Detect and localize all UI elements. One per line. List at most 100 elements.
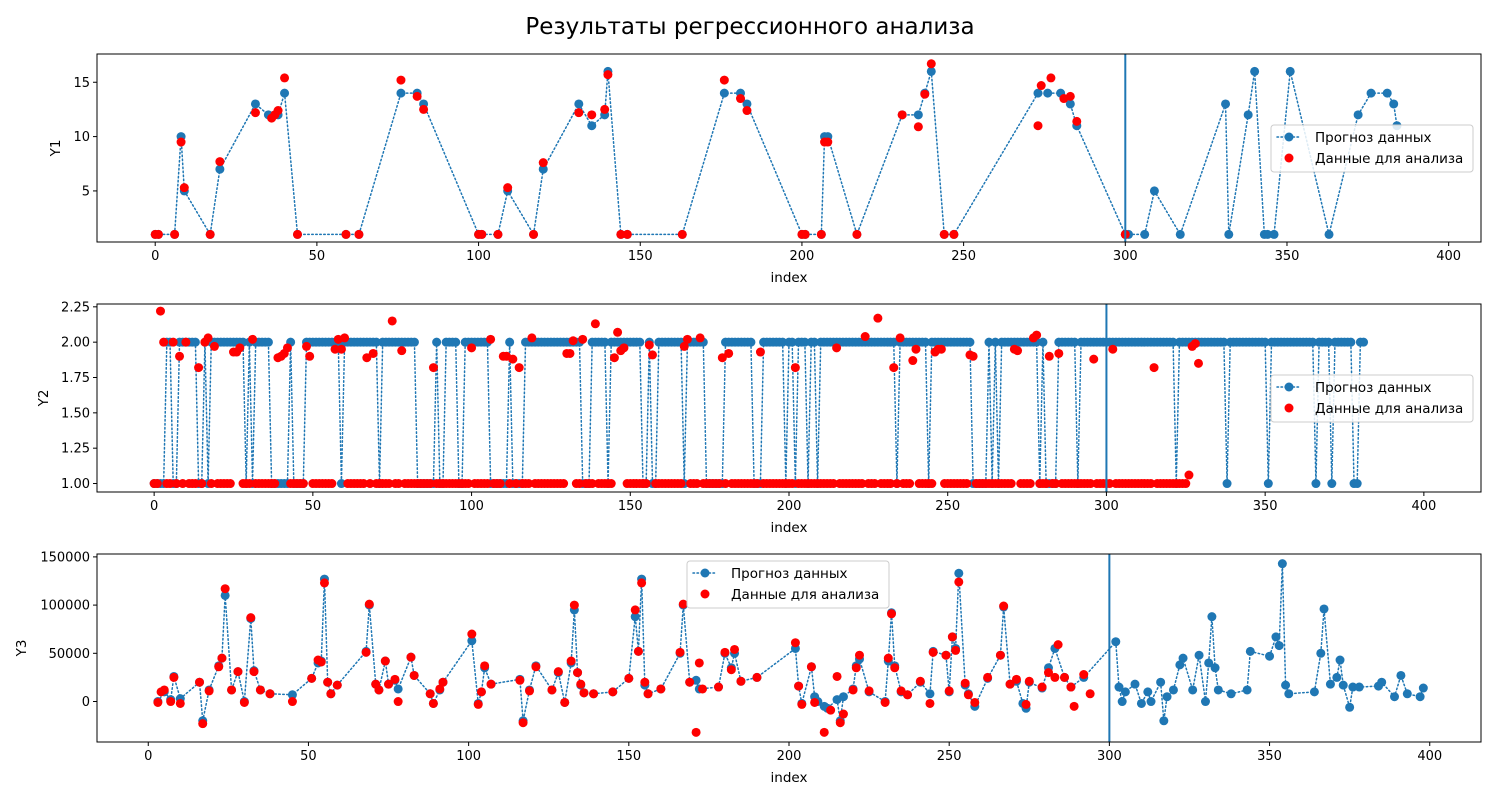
data-point [396,75,406,85]
data-point [1006,479,1016,489]
data-point [316,657,326,667]
data-point [1224,229,1234,239]
data-point [425,479,435,489]
data-point [365,479,375,489]
data-point [390,674,400,684]
data-point [928,647,938,657]
data-point [619,343,629,353]
data-point [970,697,980,707]
data-point [263,337,273,347]
data-point [870,479,880,489]
data-point [1415,692,1425,702]
data-point [255,685,265,695]
data-point [220,590,230,600]
legend-label: Прогноз данных [1315,380,1432,396]
data-point [1072,116,1082,126]
data-point [1089,354,1099,364]
data-point [384,479,394,489]
data-point [637,578,647,588]
x-tick-label: 200 [790,249,815,264]
x-tick-label: 200 [777,749,802,764]
y-tick-label: 150000 [40,550,90,565]
data-point [717,353,727,363]
data-point [168,337,178,347]
data-point [886,479,896,489]
y-axis-label: Y2 [36,390,52,408]
data-point [1162,692,1172,702]
data-point [1346,337,1356,347]
data-point [1274,641,1284,651]
data-point [1175,229,1185,239]
data-point [1353,110,1363,120]
data-point [354,229,364,239]
data-point [1200,697,1210,707]
data-point [1221,99,1231,109]
legend-box [1270,374,1474,423]
data-point [305,351,315,361]
data-point [600,337,610,347]
y-tick-label: 5 [82,184,90,199]
data-point [467,629,477,639]
data-point [1396,670,1406,680]
data-point [819,727,829,737]
series-line [154,71,1398,237]
data-point [515,675,525,685]
data-point [787,337,797,347]
data-point [1352,479,1362,489]
data-point [476,687,486,697]
x-tick-label: 100 [466,249,491,264]
data-point [736,94,745,104]
data-point [307,673,317,683]
x-tick-label: 50 [300,749,317,764]
data-point [962,479,972,489]
data-point [1143,687,1153,697]
data-point [1281,680,1291,690]
data-point [1033,121,1043,131]
data-point [1335,655,1345,665]
data-point [694,658,704,668]
x-tick-label: 100 [456,749,481,764]
data-point [1038,337,1048,347]
data-point [1149,186,1159,196]
data-point [873,313,883,323]
data-point [714,682,724,692]
data-point [495,479,505,489]
data-point [1033,88,1043,98]
data-point [1271,632,1281,642]
data-point [239,697,249,707]
data-point [613,327,623,337]
data-point [1359,337,1369,347]
data-point [467,343,477,353]
data-point [361,647,371,657]
data-point [1025,479,1035,489]
data-point [170,229,180,239]
data-point [1146,697,1156,707]
data-point [1263,479,1273,489]
x-tick-label: 300 [1094,499,1119,514]
data-point [587,110,597,120]
data-point [463,479,473,489]
data-point [1309,687,1319,697]
data-point [755,347,765,357]
data-point [913,122,923,132]
data-point [1037,682,1047,692]
data-point [1051,479,1061,489]
data-point [609,353,619,363]
data-point [860,332,870,342]
data-point [692,479,702,489]
data-point [505,337,515,347]
data-point [790,363,800,373]
data-point [809,337,819,347]
data-point [181,337,191,347]
data-point [486,679,496,689]
y-axis-label: Y3 [14,640,30,658]
y-tick-label: 1.75 [61,371,90,386]
data-point [797,699,807,709]
data-point [250,99,260,109]
data-point [341,229,351,239]
x-tick-label: 100 [459,499,484,514]
data-point [1114,682,1124,692]
data-point [1390,692,1399,702]
data-point [1175,660,1185,670]
